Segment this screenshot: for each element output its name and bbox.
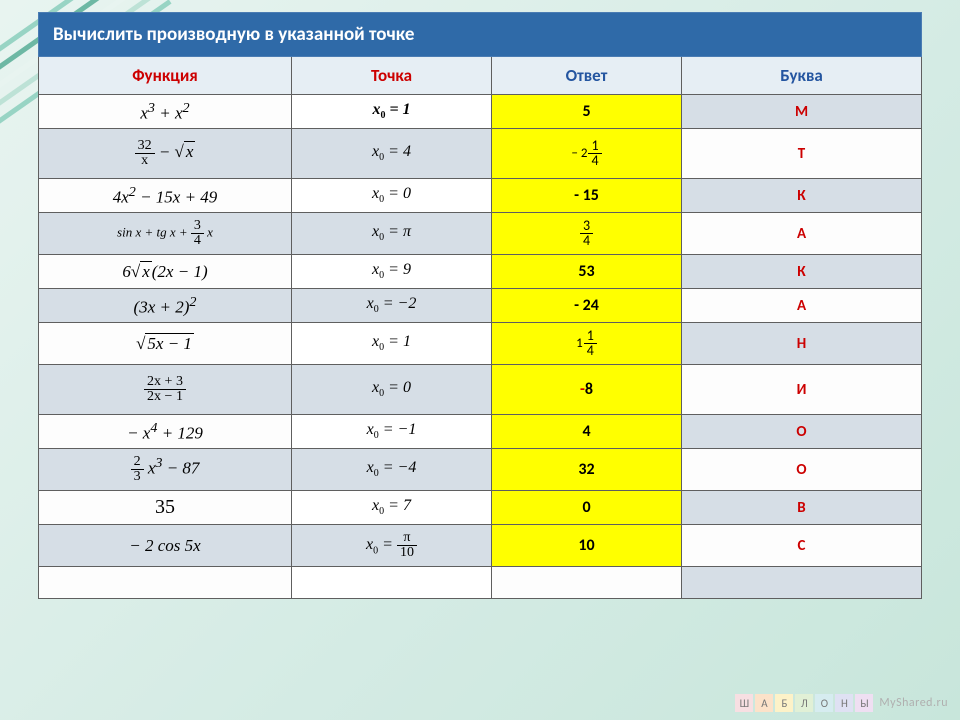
table-row: − 2 cos 5xx0 = π1010С [39, 525, 922, 567]
cell-answer: 114 [492, 323, 682, 365]
table-row: 2x + 32x − 1x0 = 0-8И [39, 365, 922, 415]
cell-letter: А [682, 289, 922, 323]
cell-function: 35 [39, 491, 292, 525]
table-row: 4x2 − 15x + 49x0 = 0- 15К [39, 179, 922, 213]
cell-letter: К [682, 255, 922, 289]
col-letter: Буква [682, 57, 922, 95]
cell-point: x0 = 1 [292, 95, 492, 129]
cell-function: 23 x3 − 87 [39, 449, 292, 491]
table-row: x3 + x2x0 = 15М [39, 95, 922, 129]
table-title: Вычислить производную в указанной точке [39, 13, 922, 57]
watermark-letter: Ы [855, 694, 873, 712]
table-row: sin x + tg x + 34 xx0 = π34А [39, 213, 922, 255]
table-row: 23 x3 − 87x0 = −432О [39, 449, 922, 491]
watermark-letter: Б [775, 694, 793, 712]
cell-function: 6x(2x − 1) [39, 255, 292, 289]
table-row [39, 567, 922, 599]
cell-point: x0 = 0 [292, 179, 492, 213]
cell-letter: О [682, 449, 922, 491]
cell-point: x0 = π [292, 213, 492, 255]
title-row: Вычислить производную в указанной точке [39, 13, 922, 57]
table-row: 35x0 = 70В [39, 491, 922, 525]
derivative-table: Вычислить производную в указанной точке … [38, 12, 922, 599]
cell-letter: В [682, 491, 922, 525]
table-row: 32x − xx0 = 4− 214Т [39, 129, 922, 179]
cell-function: − 2 cos 5x [39, 525, 292, 567]
watermark-letter: А [755, 694, 773, 712]
cell-function: 5x − 1 [39, 323, 292, 365]
col-answer: Ответ [492, 57, 682, 95]
cell-letter: С [682, 525, 922, 567]
cell-function: − x4 + 129 [39, 415, 292, 449]
cell-letter: М [682, 95, 922, 129]
watermark-letter: О [815, 694, 833, 712]
cell-letter [682, 567, 922, 599]
cell-letter: И [682, 365, 922, 415]
cell-point: x0 = 1 [292, 323, 492, 365]
cell-answer [492, 567, 682, 599]
cell-answer: - 15 [492, 179, 682, 213]
cell-point [292, 567, 492, 599]
table-row: 5x − 1x0 = 1114Н [39, 323, 922, 365]
watermark-text: MyShared.ru [875, 696, 948, 710]
cell-point: x0 = π10 [292, 525, 492, 567]
watermark: Ш А Б Л О Н Ы MyShared.ru [735, 694, 948, 712]
cell-point: x0 = −4 [292, 449, 492, 491]
cell-answer: 34 [492, 213, 682, 255]
cell-letter: Н [682, 323, 922, 365]
cell-letter: О [682, 415, 922, 449]
cell-point: x0 = 4 [292, 129, 492, 179]
cell-point: x0 = 0 [292, 365, 492, 415]
watermark-letter: Ш [735, 694, 753, 712]
cell-point: x0 = 7 [292, 491, 492, 525]
cell-answer: 5 [492, 95, 682, 129]
cell-function: 2x + 32x − 1 [39, 365, 292, 415]
watermark-letter: Л [795, 694, 813, 712]
cell-point: x0 = 9 [292, 255, 492, 289]
cell-answer: 0 [492, 491, 682, 525]
cell-answer: 32 [492, 449, 682, 491]
cell-function: (3x + 2)2 [39, 289, 292, 323]
cell-function: x3 + x2 [39, 95, 292, 129]
table-row: (3x + 2)2x0 = −2- 24А [39, 289, 922, 323]
cell-function: sin x + tg x + 34 x [39, 213, 292, 255]
cell-function [39, 567, 292, 599]
cell-answer: 4 [492, 415, 682, 449]
col-function: Функция [39, 57, 292, 95]
table-row: 6x(2x − 1)x0 = 953К [39, 255, 922, 289]
col-point: Точка [292, 57, 492, 95]
table-row: − x4 + 129x0 = −14О [39, 415, 922, 449]
cell-answer: - 24 [492, 289, 682, 323]
cell-point: x0 = −2 [292, 289, 492, 323]
cell-answer: 53 [492, 255, 682, 289]
watermark-letter: Н [835, 694, 853, 712]
cell-letter: А [682, 213, 922, 255]
header-row: Функция Точка Ответ Буква [39, 57, 922, 95]
cell-answer: − 214 [492, 129, 682, 179]
cell-function: 4x2 − 15x + 49 [39, 179, 292, 213]
cell-point: x0 = −1 [292, 415, 492, 449]
cell-function: 32x − x [39, 129, 292, 179]
cell-letter: К [682, 179, 922, 213]
cell-letter: Т [682, 129, 922, 179]
cell-answer: 10 [492, 525, 682, 567]
cell-answer: -8 [492, 365, 682, 415]
